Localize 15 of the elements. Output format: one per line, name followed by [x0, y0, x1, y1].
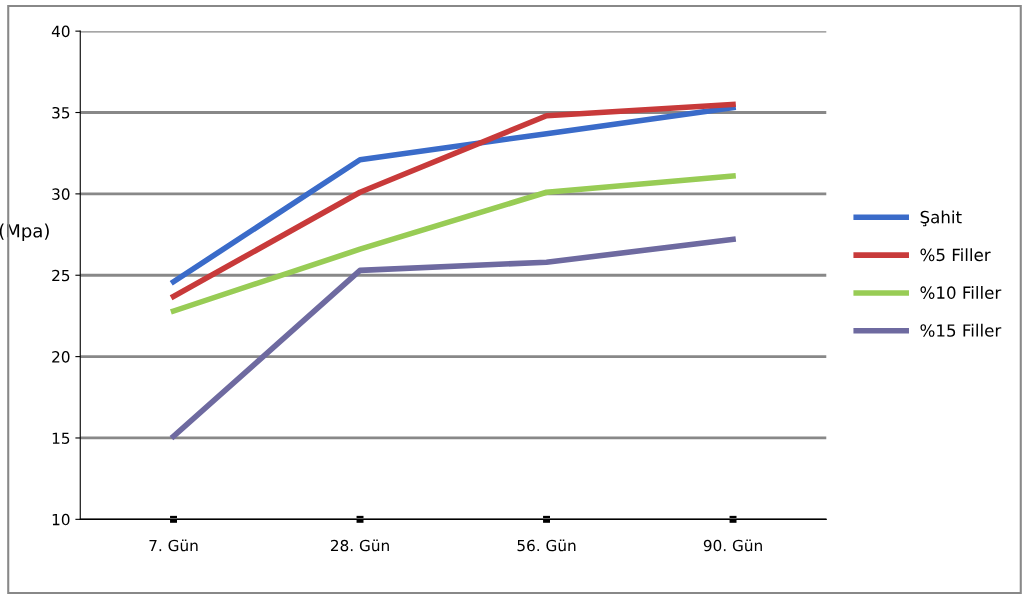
x-tick-label: 90. Gün [703, 539, 762, 552]
legend-label: %15 Filler [920, 323, 1002, 337]
legend-label: Şahit [920, 210, 962, 227]
legend-label: %10 Filler [920, 286, 1002, 299]
y-tick-label: 10 [52, 513, 70, 526]
y-tick-label: 25 [52, 269, 70, 282]
y-tick-label: 35 [52, 106, 70, 119]
y-tick-label: 20 [52, 351, 70, 363]
x-tick-label: 28. Gün [330, 539, 389, 552]
x-tick-label: 56. Gün [517, 539, 576, 552]
x-tick-label: 7. Gün [149, 539, 198, 552]
y-tick-label: 30 [52, 188, 70, 200]
y-tick-label: 15 [52, 432, 70, 444]
legend-label: %5 Filler [920, 248, 991, 262]
y-tick-label: 40 [51, 25, 70, 38]
